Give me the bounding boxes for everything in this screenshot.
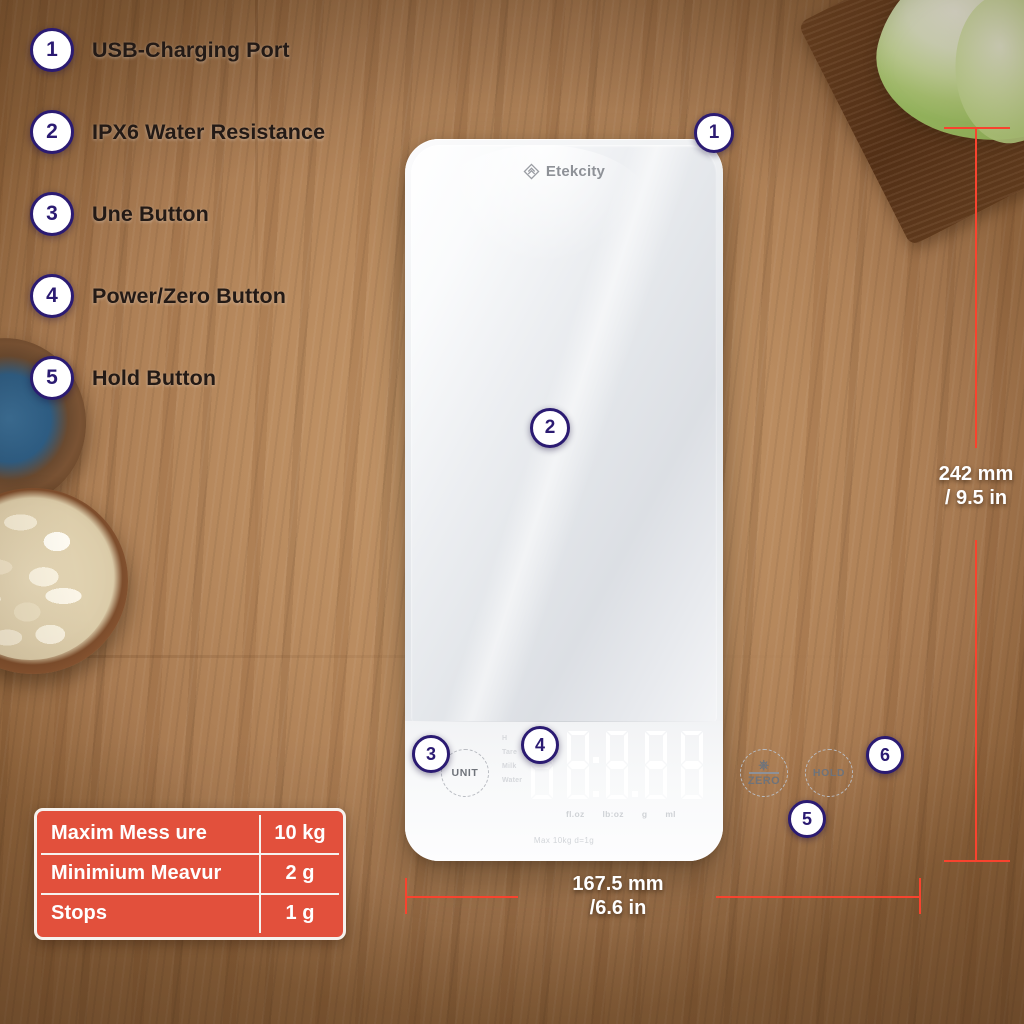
dimension-height-bottom-tick	[944, 860, 1010, 863]
dimension-width-line-right	[716, 896, 921, 899]
spec-label-min: Minimium Meavur	[41, 855, 261, 893]
spec-row-min: Minimium Meavur 2 g	[41, 853, 339, 893]
lcd-label-h: H	[502, 735, 508, 742]
legend-badge-3: 3	[30, 192, 74, 236]
spec-label-max: Maxim Mess ure	[41, 815, 261, 853]
lcd-unit-lboz: lb:oz	[602, 809, 624, 819]
legend-label-3: Une Button	[92, 201, 209, 226]
zero-power-button[interactable]: ⎈ ZERO	[740, 749, 788, 797]
control-panel: UNIT H Tare Milk Water	[405, 721, 853, 861]
dimension-width-right-tick	[919, 878, 922, 914]
brand-logo: Etekcity	[405, 163, 723, 180]
lcd-side-labels: H Tare Milk Water	[502, 735, 522, 784]
hold-button-label: HOLD	[812, 767, 846, 779]
legend-badge-2: 2	[30, 110, 74, 154]
power-icon: ⎈	[758, 757, 770, 773]
dimension-height-label: 242 mm / 9.5 in	[912, 462, 1024, 511]
spec-row-max: Maxim Mess ure 10 kg	[41, 815, 339, 853]
brand-name: Etekcity	[545, 163, 606, 180]
legend-badge-5: 5	[30, 356, 74, 400]
lcd-unit-ml: ml	[665, 809, 676, 819]
etekcity-diamond-logo-icon	[523, 163, 540, 180]
legend-badge-1: 1	[30, 28, 74, 72]
lcd-unit-floz: fl.oz	[566, 809, 585, 819]
dimension-height-mm: 242 mm	[938, 463, 1014, 485]
callout-badge-5[interactable]: 5	[788, 800, 826, 838]
dimension-width-line-left	[405, 896, 518, 899]
callout-badge-6[interactable]: 6	[866, 736, 904, 774]
legend-item-1[interactable]: 1 USB-Charging Port	[30, 28, 290, 72]
dimension-width-label: 167.5 mm /6.6 in	[518, 872, 718, 921]
callout-badge-2[interactable]: 2	[530, 408, 570, 448]
spec-value-steps: 1 g	[285, 902, 315, 924]
spec-value-min: 2 g	[285, 862, 315, 884]
lcd-unit-g: g	[641, 809, 648, 819]
hold-button[interactable]: HOLD	[805, 749, 853, 797]
dimension-width-in: /6.6 in	[589, 897, 647, 920]
spec-row-steps: Stops 1 g	[41, 893, 339, 933]
dimension-width-mm: 167.5 mm	[572, 873, 664, 895]
legend-item-4[interactable]: 4 Power/Zero Button	[30, 274, 286, 318]
lcd-label-water: Water	[502, 777, 523, 784]
unit-button[interactable]: UNIT	[441, 749, 489, 797]
dimension-height-line-upper	[975, 127, 978, 448]
zero-button-label: ZERO	[747, 774, 781, 787]
legend-item-3[interactable]: 3 Une Button	[30, 192, 209, 236]
callout-badge-3[interactable]: 3	[412, 735, 450, 773]
legend-badge-4: 4	[30, 274, 74, 318]
wood-plank-seam	[255, 0, 258, 1024]
panel-divider	[413, 721, 715, 722]
unit-button-label: UNIT	[451, 767, 479, 779]
legend-label-4: Power/Zero Button	[92, 283, 287, 308]
legend-item-2[interactable]: 2 IPX6 Water Resistance	[30, 110, 325, 154]
legend-item-5[interactable]: 5 Hold Button	[30, 356, 216, 400]
dimension-height-in: / 9.5 in	[944, 487, 1008, 510]
dimension-height-line-lower	[975, 540, 978, 862]
kitchen-scale: Etekcity UNIT H Tare Milk Water	[405, 139, 853, 861]
legend-label-5: Hold Button	[92, 365, 217, 390]
spec-value-max: 10 kg	[274, 822, 326, 844]
callout-badge-1[interactable]: 1	[694, 113, 734, 153]
legend-label-1: USB-Charging Port	[92, 37, 290, 62]
spec-label-steps: Stops	[41, 895, 261, 933]
callout-badge-4[interactable]: 4	[521, 726, 559, 764]
lcd-label-tare: Tare	[502, 749, 518, 756]
spec-table: Maxim Mess ure 10 kg Minimium Meavur 2 g…	[34, 808, 346, 940]
zero-divider	[749, 772, 779, 774]
lcd-unit-labels: fl.oz lb:oz g ml	[566, 809, 676, 819]
legend-label-2: IPX6 Water Resistance	[92, 119, 326, 144]
capacity-note: Max 10kg d=1g	[533, 836, 595, 845]
lcd-label-milk: Milk	[502, 763, 517, 770]
